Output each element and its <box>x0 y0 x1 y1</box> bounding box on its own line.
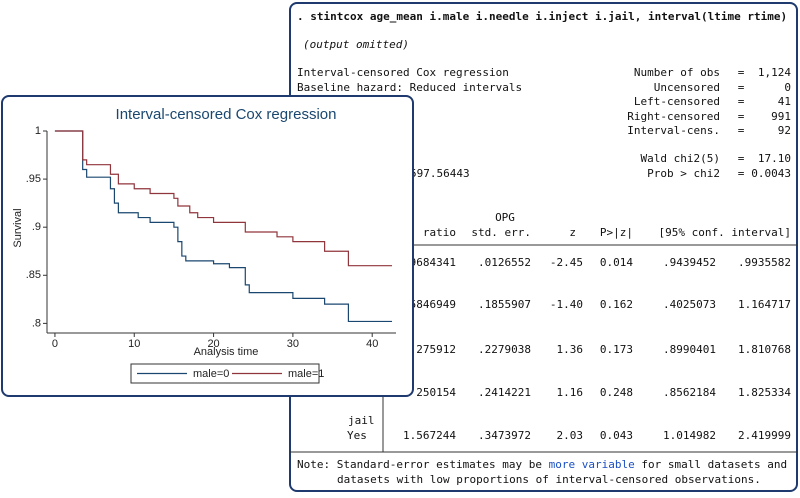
x-axis-label: Analysis time <box>194 346 259 358</box>
stat-value: 1,124 <box>758 66 791 79</box>
cell: 1.567244 <box>403 429 456 442</box>
stat-label: Number of obs <box>634 66 720 79</box>
stat-eq: = <box>738 124 745 137</box>
cell: 1.164717 <box>738 298 791 311</box>
cell: .8990401 <box>663 343 716 356</box>
command: . stintcox age_mean i.male i.needle i.in… <box>297 10 787 23</box>
cell: 1.014982 <box>663 429 716 442</box>
stat-eq: = <box>738 167 745 180</box>
survival-line <box>54 130 393 323</box>
cell: 0.014 <box>600 256 633 269</box>
legend-label: male=0 <box>193 368 229 380</box>
log-likelihood: 597.56443 <box>410 167 470 180</box>
y-tick-label: .95 <box>26 173 41 185</box>
cell: 275912 <box>416 343 456 356</box>
cell: .8562184 <box>663 386 716 399</box>
row-level: Yes <box>347 429 367 442</box>
stat-label: Right-censored <box>627 110 720 123</box>
chart-title: Interval-censored Cox regression <box>116 106 337 123</box>
cell: 5846949 <box>410 298 456 311</box>
note: Note: Standard-error estimates may be mo… <box>297 458 787 471</box>
cell: .9935582 <box>738 256 791 269</box>
stat-eq: = <box>738 95 745 108</box>
x-tick-label: 40 <box>366 338 378 350</box>
stat-eq: = <box>738 66 745 79</box>
x-tick-label: 20 <box>207 338 219 350</box>
cell: 0.248 <box>600 386 633 399</box>
note-text: for small datasets and <box>635 458 787 471</box>
cell: 1.810768 <box>738 343 791 356</box>
cell: 9684341 <box>410 256 456 269</box>
column-header: [95% conf. interval] <box>659 226 791 239</box>
cell: 1.16 <box>557 386 584 399</box>
cell: 1.825334 <box>738 386 791 399</box>
cell: .1855907 <box>478 298 531 311</box>
stat-label: Prob > chi2 <box>647 167 720 180</box>
column-header: ratio <box>423 226 456 239</box>
cell: 0.162 <box>600 298 633 311</box>
stat-value: 92 <box>778 124 791 137</box>
cell: .0126552 <box>478 256 531 269</box>
hazard-label: Baseline hazard: Reduced intervals <box>297 81 522 94</box>
cell: 0.043 <box>600 429 633 442</box>
cell: .2414221 <box>478 386 531 399</box>
x-tick-label: 10 <box>128 338 140 350</box>
column-header: P>|z| <box>600 226 633 239</box>
cell: .3473972 <box>478 429 531 442</box>
cell: 0.173 <box>600 343 633 356</box>
y-tick-label: .85 <box>26 269 41 281</box>
stat-eq: = <box>738 81 745 94</box>
stat-label: Left-censored <box>634 95 720 108</box>
note-link: more variable <box>549 458 635 471</box>
model-title: Interval-censored Cox regression <box>297 66 509 79</box>
stat-value: 17.10 <box>758 152 791 165</box>
stat-value: 41 <box>778 95 791 108</box>
cell: .2279038 <box>478 343 531 356</box>
header-top: OPG <box>495 211 515 224</box>
legend-label: male=1 <box>288 368 324 380</box>
column-header: z <box>569 226 576 239</box>
y-tick-label: 1 <box>35 125 41 137</box>
stat-label: Wald chi2(5) <box>641 152 720 165</box>
row-group: jail <box>348 414 375 427</box>
note-text: Note: Standard-error estimates may be <box>297 458 549 471</box>
x-tick-label: 0 <box>52 338 58 350</box>
column-header: std. err. <box>471 226 531 239</box>
cell: 250154 <box>416 386 456 399</box>
x-tick-label: 30 <box>287 338 299 350</box>
note-line2: datasets with low proportions of interva… <box>337 473 761 486</box>
cell: 2.419999 <box>738 429 791 442</box>
cell: 2.03 <box>557 429 584 442</box>
omitted-note: (output omitted) <box>303 38 409 51</box>
stat-label: Uncensored <box>654 81 720 94</box>
cell: .4025073 <box>663 298 716 311</box>
cell: 1.36 <box>557 343 584 356</box>
stat-label: Interval-cens. <box>627 124 720 137</box>
cell: .9439452 <box>663 256 716 269</box>
stat-value: 991 <box>771 110 791 123</box>
stat-eq: = <box>738 110 745 123</box>
y-axis-label: Survival <box>12 208 24 247</box>
stat-value: 0.0043 <box>751 167 791 180</box>
survival-line <box>54 130 393 267</box>
stat-eq: = <box>738 152 745 165</box>
cell: -2.45 <box>550 256 583 269</box>
stat-value: 0 <box>784 81 791 94</box>
y-tick-label: .9 <box>32 221 41 233</box>
y-tick-label: .8 <box>32 317 41 329</box>
cell: -1.40 <box>550 298 583 311</box>
legend-box <box>130 363 320 384</box>
graph-window <box>1 95 414 397</box>
